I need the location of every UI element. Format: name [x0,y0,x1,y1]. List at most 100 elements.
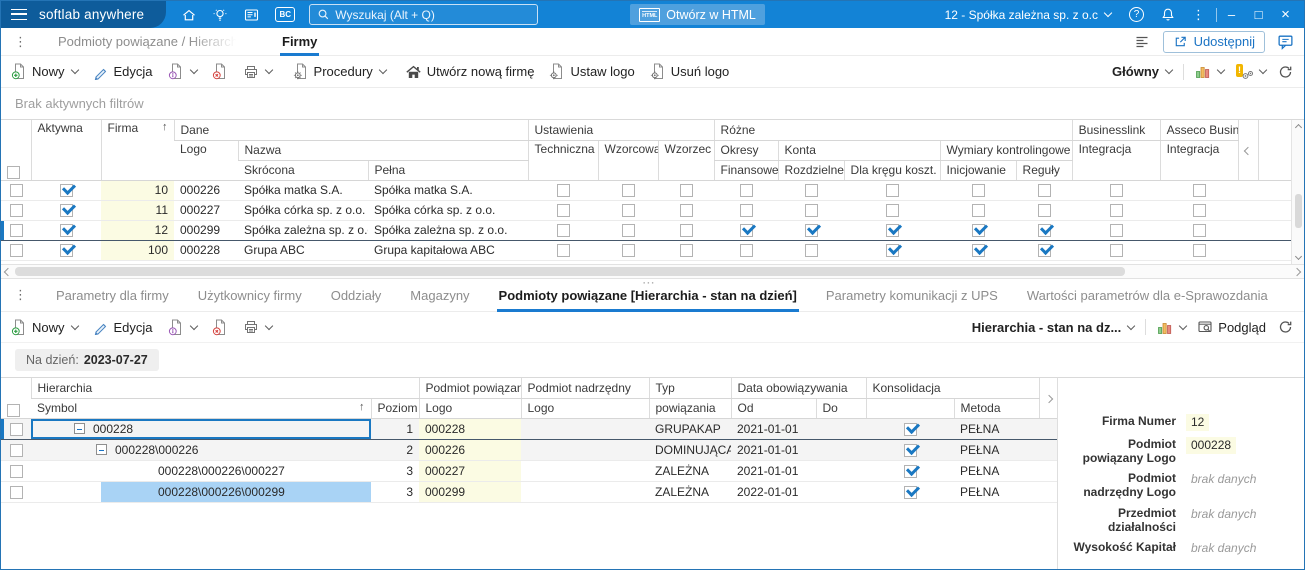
inicjowanie-checkbox[interactable] [972,204,985,217]
col-do[interactable]: Do [816,398,866,418]
column-expander[interactable] [1238,120,1258,180]
techniczna-checkbox[interactable] [557,244,570,257]
tab-wartosci-esprawozdania[interactable]: Wartości parametrów dla e-Sprawozdania [1027,279,1268,312]
hierarchy-view-selector[interactable]: Hierarchia - stan na dz... [972,320,1135,335]
col-firma[interactable]: Firma↑ [101,120,174,180]
hierarchy-row[interactable]: 000228\000226\000227 3 000227 ZALEŻNA 20… [1,460,1057,481]
print-button[interactable] [243,64,272,80]
company-row[interactable]: 100 000228 Grupa ABC Grupa kapitałowa AB… [1,240,1293,260]
edit-button[interactable]: Edycja [93,64,153,80]
tab-magazyny[interactable]: Magazyny [410,279,469,312]
hierarchy-row[interactable]: 000228\000226\000299 3 000299 ZALEŻNA 20… [1,481,1057,502]
titlebar-menu-icon[interactable]: ⋮ [1192,7,1202,23]
set-logo-button[interactable]: Ustaw logo [549,63,634,80]
refresh-button[interactable] [1277,64,1294,80]
scroll-down-icon[interactable] [1294,253,1301,260]
aktywna-checkbox[interactable] [60,224,73,237]
section-tabs-menu-icon[interactable]: ⋮ [14,287,27,303]
reguly-checkbox[interactable] [1038,184,1051,197]
company-row[interactable]: 11 000227 Spółka córka sp. z o.o. Spółka… [1,200,1293,220]
row-select-checkbox[interactable] [10,423,23,436]
businesslink-checkbox[interactable] [1110,204,1123,217]
row-select-checkbox[interactable] [10,184,23,197]
notifications-bell-icon[interactable] [1160,7,1176,23]
tab-firmy[interactable]: Firmy [282,28,317,56]
row-select-checkbox[interactable] [10,465,23,478]
col-logo[interactable]: Logo [174,140,238,180]
wzorcowa-checkbox[interactable] [622,244,635,257]
techniczna-checkbox[interactable] [557,224,570,237]
alerts-settings-button[interactable]: ! [1235,64,1266,80]
create-company-button[interactable]: Utwórz nową firmę [405,64,535,80]
reguly-checkbox[interactable] [1038,244,1051,257]
col-dla-kregu[interactable]: Dla kręgu koszt. [844,160,940,180]
hierarchy-row[interactable]: 000228\000226 2 000226 DOMINUJĄCA 2021-0… [1,439,1057,460]
global-search[interactable] [309,4,538,25]
vertical-scrollbar[interactable] [1291,120,1304,264]
tab-podmioty-powiazane[interactable]: Podmioty powiązane / Hierarchia – sta [58,28,240,56]
document-delete-button[interactable] [212,319,228,336]
rozdzielne-checkbox[interactable] [805,204,818,217]
company-row[interactable]: 10 000226 Spółka matka S.A. Spółka matka… [1,180,1293,200]
tab-parametry-ups[interactable]: Parametry komunikacji z UPS [826,279,998,312]
document-delete-button[interactable] [212,63,228,80]
inicjowanie-checkbox[interactable] [972,244,985,257]
col-integracja-asseco[interactable]: Integracja [1160,140,1238,180]
assistant-bulb-icon[interactable] [212,7,228,23]
column-expander[interactable] [1039,378,1057,418]
tab-uzytkownicy-firmy[interactable]: Użytkownicy firmy [198,279,302,312]
company-row-selected[interactable]: 12 000299 Spółka zależna sp. z o.o. Spół… [1,220,1293,240]
close-button[interactable]: × [1273,6,1298,23]
select-all-checkbox[interactable] [7,404,20,417]
col-skrocona[interactable]: Skrócona [238,160,368,180]
col-typ-powiazania[interactable]: powiązania [649,398,731,418]
businesslink-checkbox[interactable] [1110,244,1123,257]
document-info-button[interactable] [168,63,197,80]
techniczna-checkbox[interactable] [557,184,570,197]
businesslink-checkbox[interactable] [1110,224,1123,237]
businesslink-checkbox[interactable] [1110,184,1123,197]
scrollbar-thumb[interactable] [15,267,1125,276]
techniczna-checkbox[interactable] [557,204,570,217]
dla-kregu-checkbox[interactable] [886,184,899,197]
aktywna-checkbox[interactable] [60,244,73,257]
scroll-right-icon[interactable] [1293,267,1301,275]
view-selector[interactable]: Główny [1112,64,1172,79]
col-poziom[interactable]: Poziom [371,398,419,418]
new-button[interactable]: Nowy [11,319,78,336]
row-select-checkbox[interactable] [10,486,23,499]
minimize-button[interactable]: – [1219,7,1244,22]
dla-kregu-checkbox[interactable] [886,204,899,217]
preview-button[interactable]: Podgląd [1197,319,1266,335]
chart-view-button[interactable] [1195,64,1224,79]
scrollbar-thumb[interactable] [1295,194,1302,228]
finansowe-checkbox[interactable] [740,184,753,197]
col-techniczna[interactable]: Techniczna [528,140,598,180]
row-select-checkbox[interactable] [10,244,23,257]
asseco-checkbox[interactable] [1193,244,1206,257]
dla-kregu-checkbox[interactable] [886,224,899,237]
aktywna-checkbox[interactable] [60,204,73,217]
scroll-left-icon[interactable] [4,267,12,275]
tab-parametry-dla-firmy[interactable]: Parametry dla firmy [56,279,169,312]
reguly-checkbox[interactable] [1038,204,1051,217]
company-selector[interactable]: 12 - Spółka zależna sp. z o.c [945,8,1111,22]
col-logo-nadrzedny[interactable]: Logo [521,398,649,418]
tree-collapse-icon[interactable] [74,423,85,434]
col-reguly[interactable]: Reguły [1016,160,1072,180]
rozdzielne-checkbox[interactable] [805,244,818,257]
wzorzec-checkbox[interactable] [680,184,693,197]
refresh-button[interactable] [1277,319,1294,335]
wzorzec-checkbox[interactable] [680,204,693,217]
col-metoda[interactable]: Metoda [954,398,1039,418]
col-wzorcowa[interactable]: Wzorcowa [598,140,658,180]
document-info-button[interactable] [168,319,197,336]
print-button[interactable] [243,319,272,335]
col-aktywna[interactable]: Aktywna [31,120,101,180]
col-logo-powiazany[interactable]: Logo [419,398,521,418]
col-symbol[interactable]: Symbol↑ [31,398,371,418]
col-pelna[interactable]: Pełna [368,160,528,180]
tab-oddzialy[interactable]: Oddziały [331,279,382,312]
rozdzielne-checkbox[interactable] [805,224,818,237]
wzorcowa-checkbox[interactable] [622,224,635,237]
